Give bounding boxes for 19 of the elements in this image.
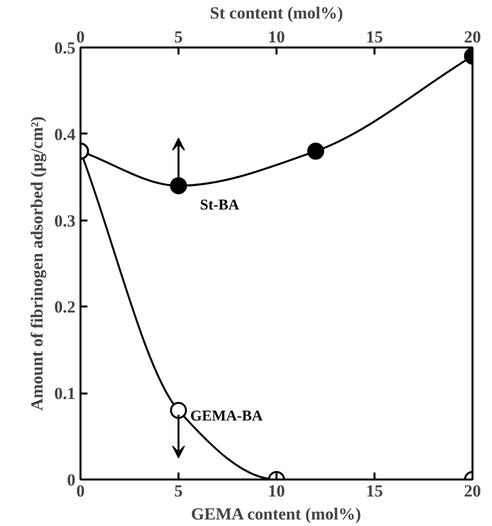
y-axis-title: Amount of fibrinogen adsorbed (μg/cm²) bbox=[27, 116, 46, 411]
x2-axis-title: St content (mol%) bbox=[210, 4, 344, 22]
y-tick-label: 0 bbox=[67, 470, 76, 490]
x-tick-label: 10 bbox=[268, 28, 285, 46]
y-tick-label: 0.5 bbox=[54, 38, 76, 58]
x-tick-label: 15 bbox=[366, 28, 383, 46]
x-tick-label: 5 bbox=[174, 28, 183, 46]
x2-tick-label: 10 bbox=[268, 482, 285, 500]
series-label: GEMA-BA bbox=[190, 408, 263, 424]
x2-tick-label: 5 bbox=[174, 482, 183, 500]
y-tick-label: 0.4 bbox=[54, 124, 76, 144]
y-tick-label: 0.2 bbox=[54, 298, 76, 317]
y-tick-label: 0.3 bbox=[54, 211, 76, 230]
x-axis-title: GEMA content (mol%) bbox=[191, 504, 362, 524]
x2-tick-label: 15 bbox=[366, 482, 383, 500]
series-label: St-BA bbox=[200, 198, 240, 214]
x2-tick-label: 20 bbox=[464, 482, 481, 500]
x-tick-label: 20 bbox=[464, 28, 481, 46]
y-tick-label: 0.1 bbox=[54, 384, 76, 404]
